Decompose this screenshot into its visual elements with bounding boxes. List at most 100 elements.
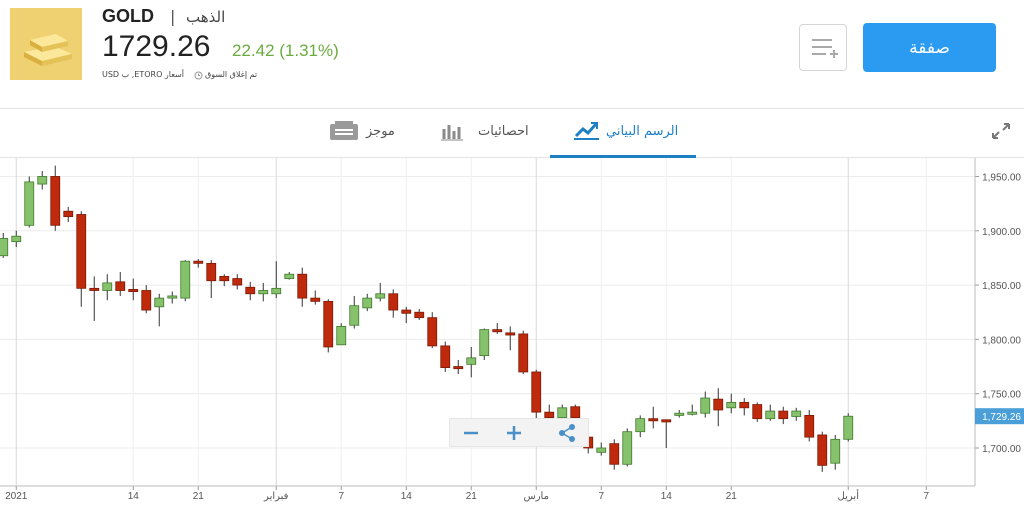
candle-body xyxy=(843,415,854,440)
quote-info: أسعار ETORO, ب USD xyxy=(102,70,184,79)
candle-body xyxy=(24,181,35,226)
candle-body xyxy=(427,317,438,347)
candle-body xyxy=(765,410,776,420)
candle-body xyxy=(492,329,503,333)
x-tick-label: 14 xyxy=(128,491,140,502)
tabs-bar xyxy=(0,108,1024,158)
x-tick-label: 21 xyxy=(193,491,205,502)
watchlist-button[interactable] xyxy=(799,24,847,71)
market-status: تم إغلاق السوق xyxy=(205,70,258,79)
stats-icon xyxy=(441,125,463,141)
candle-body xyxy=(167,295,178,299)
candle-body xyxy=(193,260,204,264)
expand-button[interactable] xyxy=(990,121,1012,141)
y-tick-label: 1,850.00 xyxy=(982,281,1021,292)
candle-body xyxy=(0,237,9,257)
candle-body xyxy=(544,411,555,418)
candle-body xyxy=(141,290,152,311)
candle-body xyxy=(479,329,490,357)
y-tick-label: 1,800.00 xyxy=(982,335,1021,346)
candle-body xyxy=(336,325,347,346)
candle-body xyxy=(219,275,230,282)
zoom-in[interactable] xyxy=(507,426,521,440)
candle-body xyxy=(115,281,126,291)
candle-body xyxy=(518,333,529,373)
candle-body xyxy=(297,273,308,299)
candle-body xyxy=(674,412,685,416)
candle-body xyxy=(414,311,425,319)
candle-body xyxy=(271,287,282,295)
x-tick-label: 7 xyxy=(338,491,344,502)
candle-body xyxy=(310,297,321,302)
candle-body xyxy=(453,366,464,370)
candle-body xyxy=(817,434,828,466)
candle-body xyxy=(349,305,360,326)
zoom-controls xyxy=(449,418,589,447)
candle-body xyxy=(50,176,61,226)
candle-body xyxy=(258,290,269,295)
candle-body xyxy=(401,309,412,314)
candle-body xyxy=(752,404,763,420)
candle-body xyxy=(726,401,737,409)
x-tick-label: 21 xyxy=(466,491,478,502)
active-tab-indicator xyxy=(550,155,696,158)
price-change: 22.42 (1.31%) xyxy=(232,41,339,60)
instrument-name: الذهب xyxy=(186,8,226,26)
candle-body xyxy=(245,286,256,295)
candle-body xyxy=(37,176,48,185)
candle-body xyxy=(505,332,516,336)
last-price-tag xyxy=(975,408,1024,425)
x-tick-label: مارس xyxy=(524,491,549,502)
candle-body xyxy=(830,438,841,464)
candle-body xyxy=(570,406,581,418)
y-tick-label: 1,700.00 xyxy=(982,444,1021,455)
tab-stats[interactable]: احصائيات xyxy=(478,124,529,139)
candle-body xyxy=(596,447,607,453)
candle-body xyxy=(154,297,165,308)
candle-body xyxy=(362,297,373,309)
candle-body xyxy=(128,289,139,292)
candle-body xyxy=(804,415,815,438)
tab-chart[interactable]: الرسم البياني xyxy=(606,124,679,139)
x-tick-label: أبريل xyxy=(838,489,860,502)
tab-feed[interactable]: موجز xyxy=(366,124,395,139)
y-tick-label: 1,750.00 xyxy=(982,390,1021,401)
x-tick-label: 7 xyxy=(598,491,604,502)
candle-body xyxy=(791,410,802,417)
zoom-icons xyxy=(464,424,575,442)
candle-body xyxy=(206,262,217,282)
candle-body xyxy=(648,418,659,422)
candle-body xyxy=(557,407,568,418)
candle-body xyxy=(284,273,295,279)
x-tick-label: فبراير xyxy=(263,491,289,502)
chart-icon xyxy=(574,122,599,140)
candle-body xyxy=(180,260,191,299)
y-tick-label: 1,950.00 xyxy=(982,172,1021,183)
x-tick-label: 14 xyxy=(661,491,673,502)
feed-icon xyxy=(330,121,358,140)
x-tick-label: 7 xyxy=(923,491,929,502)
candle-body xyxy=(778,410,789,420)
last-price-label: 1,729.26 xyxy=(982,412,1021,423)
candle-body xyxy=(323,300,334,348)
candle-body xyxy=(635,418,646,433)
x-tick-label: 21 xyxy=(726,491,738,502)
candle-body xyxy=(11,235,22,243)
price: 1729.26 xyxy=(102,30,211,63)
candle-body xyxy=(232,278,243,286)
instrument-logo xyxy=(10,8,82,80)
y-tick-label: 1,900.00 xyxy=(982,227,1021,238)
symbol: GOLD xyxy=(102,6,154,26)
separator: | xyxy=(170,7,176,26)
watchlist-icon xyxy=(812,39,838,58)
clock-icon xyxy=(194,71,203,80)
x-tick-label: 2021 xyxy=(5,491,28,502)
share[interactable] xyxy=(559,424,575,442)
candle-body xyxy=(440,345,451,369)
trade-button[interactable]: صفقة xyxy=(863,23,996,72)
candle-body xyxy=(661,419,672,423)
candle-body xyxy=(76,214,87,289)
candle-body xyxy=(739,401,750,409)
